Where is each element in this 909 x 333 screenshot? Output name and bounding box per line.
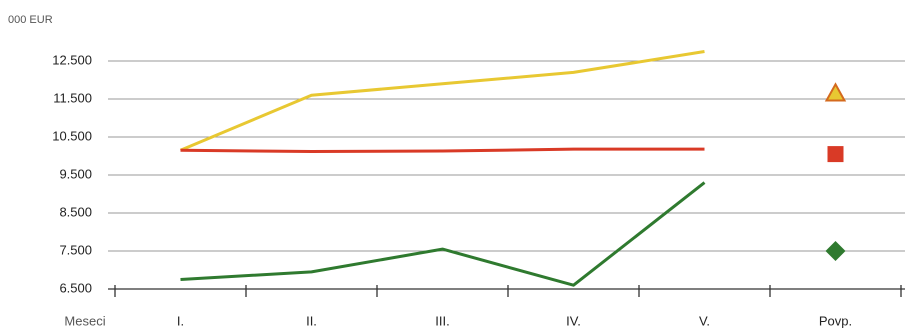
- average-marker: [827, 146, 844, 163]
- y-tick-label: 11.500: [53, 90, 92, 105]
- y-tick-label: 12.500: [52, 52, 92, 67]
- x-tick-label: Povp.: [819, 313, 852, 328]
- series-line: [180, 181, 706, 287]
- series-line: [179, 50, 705, 152]
- x-tick-label: III.: [435, 313, 449, 328]
- x-tick-label: V.: [699, 313, 710, 328]
- y-tick-label: 7.500: [59, 242, 92, 257]
- y-tick-label: 9.500: [59, 166, 92, 181]
- y-tick-label: 10.500: [52, 128, 92, 143]
- x-tick-label: II.: [306, 313, 317, 328]
- y-unit: 000 EUR: [8, 14, 53, 26]
- average-marker: [824, 82, 847, 102]
- x-tick-label: I.: [177, 313, 184, 328]
- y-tick-label: 6.500: [59, 280, 92, 295]
- x-axis-label: Meseci: [64, 313, 105, 328]
- x-tick-label: IV.: [566, 313, 581, 328]
- average-marker: [825, 241, 846, 261]
- series-line: [180, 147, 705, 153]
- y-tick-label: 8.500: [59, 204, 92, 219]
